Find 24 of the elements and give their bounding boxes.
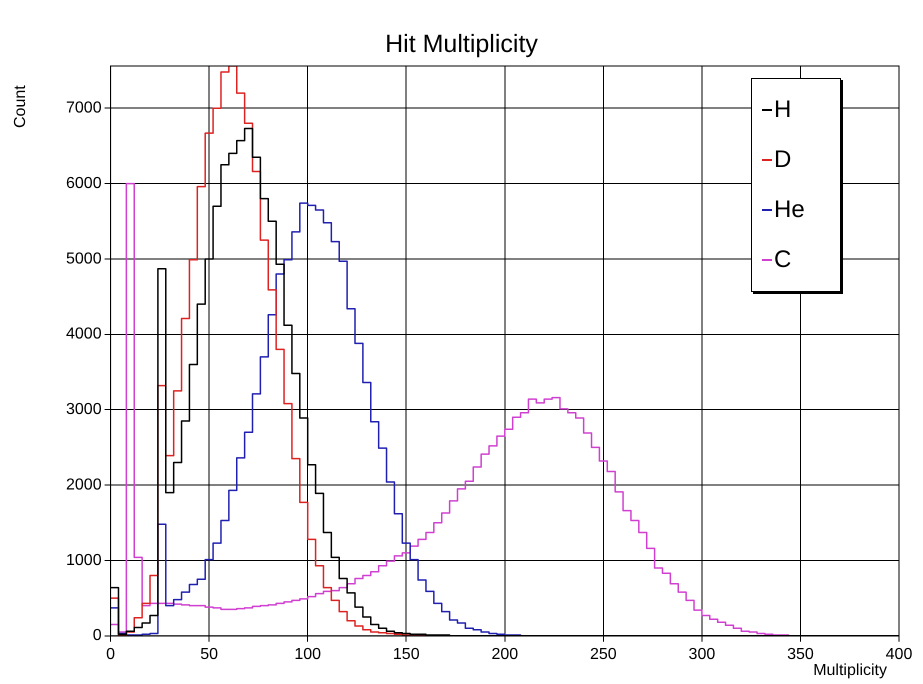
x-tick-label: 200 — [491, 646, 518, 663]
x-tick-label: 400 — [886, 646, 912, 663]
legend-label: C — [774, 246, 792, 274]
y-tick-label: 0 — [92, 627, 102, 644]
x-tick-label: 350 — [787, 646, 814, 663]
y-tick-label: 3000 — [66, 401, 102, 418]
x-tick-label: 300 — [688, 646, 716, 663]
y-tick-label: 1000 — [66, 552, 102, 569]
y-axis-title: Count — [12, 85, 30, 128]
x-tick-label: 150 — [392, 646, 420, 663]
y-tick-label: 7000 — [66, 100, 102, 117]
legend-label: D — [774, 146, 792, 174]
legend-label: He — [774, 196, 805, 224]
x-tick-label: 50 — [200, 646, 218, 663]
y-tick-label: 6000 — [66, 174, 102, 192]
chart-title: Hit Multiplicity — [384, 30, 539, 59]
x-tick-label: 250 — [590, 646, 617, 663]
x-tick-label: 100 — [294, 646, 322, 663]
y-tick-label: 2000 — [66, 476, 102, 494]
y-tick-label: 5000 — [66, 250, 102, 268]
y-tick-label: 4000 — [66, 326, 102, 343]
x-axis-title: Multiplicity — [813, 662, 887, 680]
x-tick-label: 0 — [106, 646, 116, 663]
legend-label: H — [774, 96, 792, 124]
